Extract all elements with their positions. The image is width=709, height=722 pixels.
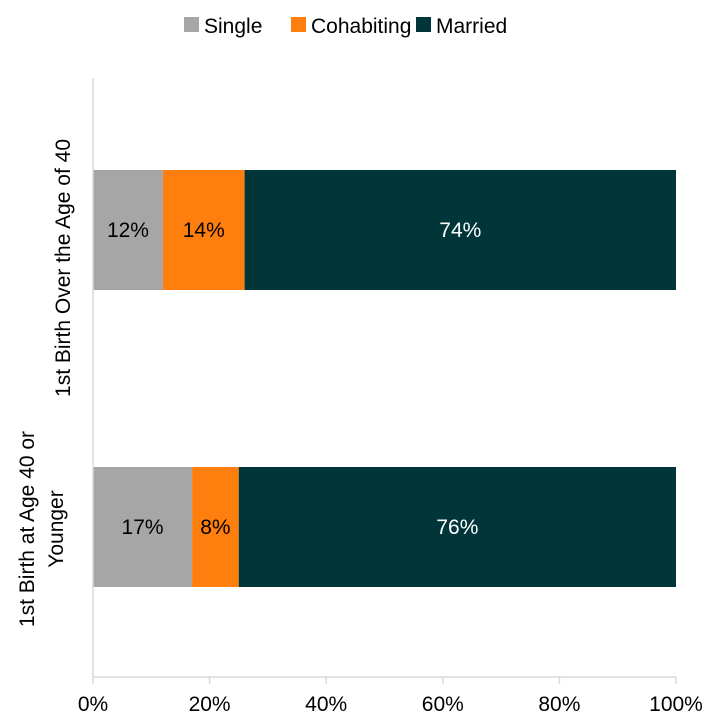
legend-label-married: Married <box>436 15 507 38</box>
data-label-married-2: 76% <box>436 516 478 539</box>
bar-single-2 <box>93 467 193 587</box>
data-label-single-1: 12% <box>107 219 149 242</box>
bar-cohabiting-2 <box>192 467 239 587</box>
legend-swatch-cohabiting <box>291 17 306 32</box>
bar-married-1 <box>244 170 676 290</box>
legend: Single Cohabiting Married <box>184 15 507 38</box>
x-tick-label-0: 0% <box>78 693 108 716</box>
category-label-1-line-1: 1st Birth Over the Age of 40 <box>52 139 75 397</box>
category-label-2-line-1: 1st Birth at Age 40 or <box>16 431 39 627</box>
legend-label-single: Single <box>204 15 262 38</box>
x-tick-label-20: 20% <box>189 693 231 716</box>
data-label-cohabiting-2: 8% <box>200 516 230 539</box>
x-tick-label-80: 80% <box>538 693 580 716</box>
axes: 0% 20% 40% 60% 80% 100% 1st Birth Over the Age… <box>16 78 703 716</box>
category-label-2-line-2: Younger <box>45 490 68 567</box>
bar-cohabiting-1 <box>162 170 245 290</box>
x-tick-label-40: 40% <box>305 693 347 716</box>
bar-single-1 <box>93 170 163 290</box>
legend-swatch-married <box>416 17 431 32</box>
x-tick-label-60: 60% <box>422 693 464 716</box>
legend-swatch-single <box>184 17 199 32</box>
data-label-single-2: 17% <box>122 516 164 539</box>
data-label-cohabiting-1: 14% <box>183 219 225 242</box>
bar-married-2 <box>238 467 676 587</box>
x-tick-label-100: 100% <box>649 693 703 716</box>
data-label-married-1: 74% <box>439 219 481 242</box>
plot-area: 12% 14% 74% 17% 8% 76% <box>93 170 676 587</box>
legend-label-cohabiting: Cohabiting <box>311 15 411 38</box>
